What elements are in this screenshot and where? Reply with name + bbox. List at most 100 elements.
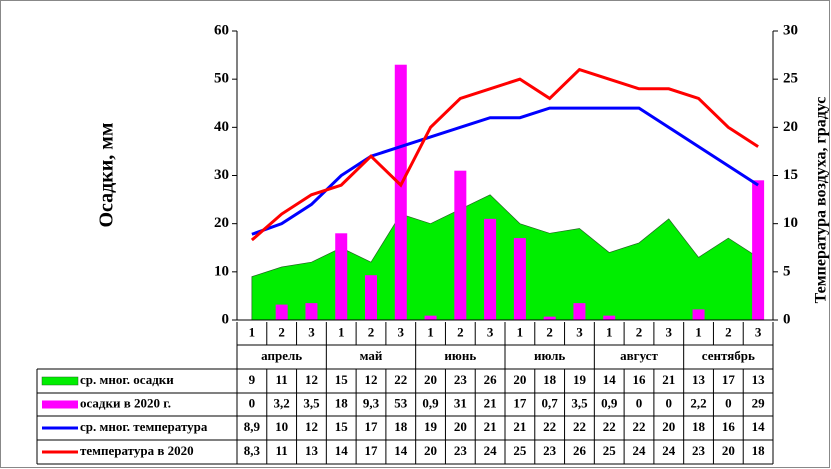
table-cell: 20: [424, 372, 437, 387]
table-cell: 0: [666, 395, 673, 410]
y2-tick-label: 15: [783, 167, 798, 183]
table-cell: 22: [603, 419, 616, 434]
table-cell: 29: [752, 395, 766, 410]
x-tick-label: 2: [636, 324, 643, 339]
legend-swatch: [42, 400, 78, 409]
legend-label: ср. мног. осадки: [80, 372, 174, 387]
table-cell: 24: [484, 443, 498, 458]
bar: [305, 303, 318, 320]
table-cell: 15: [335, 372, 349, 387]
table-cell: 25: [513, 443, 527, 458]
table-cell: 17: [722, 372, 736, 387]
table-cell: 31: [454, 395, 467, 410]
x-tick-label: 3: [308, 324, 315, 339]
y-axis-label: Осадки, мм: [96, 122, 118, 227]
table-cell: 26: [573, 443, 587, 458]
table-cell: 11: [276, 443, 288, 458]
table-cell: 13: [692, 372, 706, 387]
table-cell: 15: [335, 419, 349, 434]
bar: [454, 170, 467, 320]
table-cell: 14: [394, 443, 408, 458]
table-cell: 18: [394, 419, 408, 434]
table-cell: 23: [543, 443, 557, 458]
table-cell: 0,9: [601, 395, 618, 410]
table-cell: 20: [722, 443, 735, 458]
group-label: апрель: [261, 348, 302, 363]
bar: [513, 238, 526, 320]
bar: [275, 304, 288, 320]
group-label: сентябрь: [702, 348, 755, 363]
table-cell: 9: [249, 372, 256, 387]
y2-tick-label: 20: [783, 119, 798, 135]
table-cell: 17: [365, 419, 379, 434]
table-cell: 21: [484, 395, 497, 410]
table-cell: 12: [365, 372, 378, 387]
table-cell: 14: [603, 372, 617, 387]
bar: [692, 309, 705, 320]
table-cell: 22: [633, 419, 646, 434]
table-cell: 0: [725, 395, 732, 410]
table-cell: 13: [305, 443, 319, 458]
bar: [484, 218, 497, 320]
bar: [335, 233, 348, 320]
x-tick-label: 3: [666, 324, 673, 339]
x-tick-label: 1: [606, 324, 613, 339]
table-cell: 19: [424, 419, 438, 434]
bar: [394, 64, 407, 320]
table-cell: 14: [335, 443, 349, 458]
area: [251, 194, 759, 321]
table-cell: 23: [454, 443, 468, 458]
table-cell: 53: [394, 395, 408, 410]
x-tick-label: 3: [487, 324, 494, 339]
table-cell: 24: [662, 443, 676, 458]
table-cell: 20: [424, 443, 437, 458]
table-cell: 20: [513, 372, 526, 387]
table-cell: 21: [662, 372, 675, 387]
y-tick-label: 30: [214, 167, 229, 183]
table-cell: 18: [543, 372, 557, 387]
bar: [752, 180, 765, 320]
x-tick-label: 1: [695, 324, 702, 339]
x-tick-label: 1: [427, 324, 434, 339]
x-tick-label: 2: [725, 324, 732, 339]
x-tick-label: 1: [338, 324, 345, 339]
legend-label: ср. мног. температура: [80, 419, 208, 434]
x-tick-label: 3: [576, 324, 583, 339]
table-cell: 26: [484, 372, 498, 387]
table-cell: 0,7: [542, 395, 559, 410]
y-tick-label: 50: [214, 71, 229, 87]
table-cell: 17: [513, 395, 527, 410]
table-cell: 16: [722, 419, 736, 434]
table-cell: 14: [752, 419, 766, 434]
table-cell: 11: [276, 372, 288, 387]
bar: [424, 315, 437, 320]
table-cell: 23: [454, 372, 468, 387]
y-tick-label: 60: [214, 22, 229, 38]
table-cell: 9,3: [363, 395, 380, 410]
x-tick-label: 1: [517, 324, 524, 339]
table-cell: 18: [335, 395, 349, 410]
table-cell: 18: [692, 419, 706, 434]
y2-tick-label: 0: [783, 311, 791, 327]
y2-axis-label: Температура воздуха, градус: [813, 97, 830, 304]
legend-label: температура в 2020: [80, 443, 194, 458]
y-tick-label: 0: [222, 311, 230, 327]
table-cell: 12: [305, 419, 318, 434]
table-cell: 25: [603, 443, 617, 458]
group-label: май: [360, 348, 383, 363]
table-cell: 12: [305, 372, 318, 387]
table-cell: 22: [543, 419, 556, 434]
table-cell: 20: [662, 419, 675, 434]
table-cell: 3,5: [303, 395, 320, 410]
table-cell: 3,2: [274, 395, 290, 410]
legend-label: осадки в 2020 г.: [80, 395, 171, 410]
y-tick-label: 20: [214, 215, 229, 231]
table-cell: 8,9: [244, 419, 261, 434]
x-tick-label: 2: [457, 324, 464, 339]
table-cell: 0,9: [422, 395, 439, 410]
table-cell: 24: [633, 443, 647, 458]
table-cell: 8,3: [244, 443, 261, 458]
x-tick-label: 2: [546, 324, 553, 339]
x-tick-label: 2: [368, 324, 375, 339]
